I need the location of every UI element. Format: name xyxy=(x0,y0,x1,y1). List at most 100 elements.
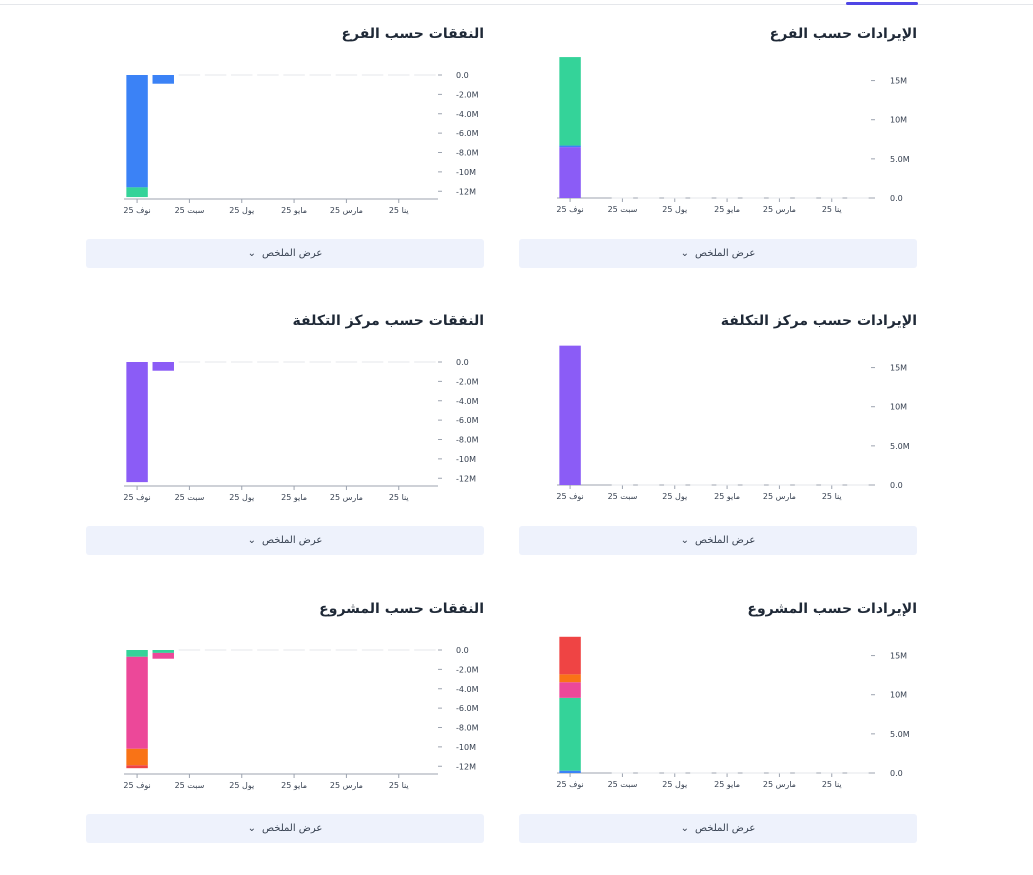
show-summary-button[interactable]: عرض الملخص ⌄ xyxy=(519,526,917,555)
y-tick-label: 15M xyxy=(890,652,907,661)
y-tick-label: -10M xyxy=(456,455,476,464)
panel-title: النفقات حسب الفرع xyxy=(341,26,484,42)
bar-empty xyxy=(794,484,817,486)
bar-empty xyxy=(361,361,384,363)
panel-title: النفقات حسب المشروع xyxy=(319,601,484,617)
panel-title: الإيرادات حسب المشروع xyxy=(747,601,917,617)
x-tick-label: مارس 25 xyxy=(330,206,363,215)
bar-empty xyxy=(768,772,791,774)
bar-segment[interactable] xyxy=(152,650,174,653)
bar-segment[interactable] xyxy=(126,362,148,483)
show-summary-button[interactable]: عرض الملخص ⌄ xyxy=(86,239,484,268)
bar-empty xyxy=(821,484,843,486)
bar-segment[interactable] xyxy=(126,187,148,198)
bar-segment[interactable] xyxy=(126,75,148,188)
chart-revenue-costcenter: 0.0 5.0M 10M 15M نوف 25 سبت 25 يول 25 مايو 25 ما… xyxy=(556,345,910,501)
bar-empty xyxy=(637,772,660,774)
y-tick-label: -2.0M xyxy=(456,665,479,674)
x-tick-label: سبت 25 xyxy=(175,781,205,790)
bar-segment[interactable] xyxy=(559,57,581,146)
bar-empty xyxy=(664,484,686,486)
x-tick-label: يول 25 xyxy=(662,780,687,789)
bar-segment[interactable] xyxy=(559,147,581,198)
bar-empty xyxy=(335,649,358,651)
x-tick-label: مارس 25 xyxy=(763,205,796,214)
chevron-down-icon: ⌄ xyxy=(680,248,689,259)
y-tick-label: -4.0M xyxy=(456,110,479,119)
x-tick-label: نوف 25 xyxy=(556,205,583,214)
bar-segment[interactable] xyxy=(559,145,581,148)
bar-empty xyxy=(611,772,634,774)
x-tick-label: سبت 25 xyxy=(608,205,638,214)
bar-segment[interactable] xyxy=(559,682,581,698)
show-summary-button[interactable]: عرض الملخص ⌄ xyxy=(86,814,484,843)
x-tick-label: سبت 25 xyxy=(175,206,205,215)
bar-empty xyxy=(414,649,436,651)
y-tick-label: -2.0M xyxy=(456,90,479,99)
bar-segment[interactable] xyxy=(126,650,148,657)
x-tick-label: ينا 25 xyxy=(822,780,842,789)
bar-segment[interactable] xyxy=(559,770,581,773)
show-summary-button[interactable]: عرض الملخص ⌄ xyxy=(519,814,917,843)
y-tick-label: 5.0M xyxy=(890,730,910,739)
bar-empty xyxy=(611,197,634,199)
bar-empty xyxy=(361,74,384,76)
bar-empty xyxy=(847,772,869,774)
bar-empty xyxy=(204,361,227,363)
bar-segment[interactable] xyxy=(152,652,174,659)
show-summary-button[interactable]: عرض الملخص ⌄ xyxy=(86,526,484,555)
y-tick-label: 10M xyxy=(890,116,907,125)
bar-segment[interactable] xyxy=(559,636,581,675)
y-tick-label: 5.0M xyxy=(890,155,910,164)
bar-segment[interactable] xyxy=(559,674,581,683)
bar-empty xyxy=(388,74,410,76)
chart-expenses-branch: 0.0 -2.0M -4.0M -6.0M -8.0M -10M -12M نوف 25 سبت… xyxy=(123,71,479,215)
bar-empty xyxy=(257,74,279,76)
bar-empty xyxy=(204,649,227,651)
chevron-down-icon: ⌄ xyxy=(247,248,256,259)
panel-expenses-project: النفقات حسب المشروع 0.0 -2.0M -4.0M -6.0M -8… xyxy=(86,601,484,871)
x-tick-label: يول 25 xyxy=(229,493,254,502)
y-tick-label: -6.0M xyxy=(456,416,479,425)
y-tick-label: 5.0M xyxy=(890,442,910,451)
x-tick-label: مايو 25 xyxy=(281,206,307,215)
bar-segment[interactable] xyxy=(559,697,581,771)
y-tick-label: -12M xyxy=(456,762,476,771)
panel-revenue-costcenter: الإيرادات حسب مركز التكلفة 0.0 5.0M 10M 15M… xyxy=(519,313,917,583)
y-tick-label: -6.0M xyxy=(456,704,479,713)
bar-empty xyxy=(716,484,738,486)
bar-segment[interactable] xyxy=(126,656,148,749)
chevron-down-icon: ⌄ xyxy=(680,535,689,546)
x-tick-label: مارس 25 xyxy=(330,493,363,502)
bar-empty xyxy=(231,649,253,651)
bar-segment[interactable] xyxy=(559,345,581,485)
summary-button-label: عرض الملخص xyxy=(695,823,756,834)
chevron-down-icon: ⌄ xyxy=(247,535,256,546)
panel-title: الإيرادات حسب الفرع xyxy=(769,26,917,42)
x-tick-label: مايو 25 xyxy=(714,780,740,789)
active-tab-indicator xyxy=(846,2,918,5)
bar-empty xyxy=(388,361,410,363)
x-tick-label: يول 25 xyxy=(229,781,254,790)
x-tick-label: نوف 25 xyxy=(123,493,150,502)
bar-segment[interactable] xyxy=(152,75,174,84)
bar-empty xyxy=(309,361,331,363)
y-tick-label: -4.0M xyxy=(456,397,479,406)
x-tick-label: نوف 25 xyxy=(123,206,150,215)
y-tick-label: 0.0 xyxy=(456,646,469,655)
x-tick-label: يول 25 xyxy=(662,492,687,501)
show-summary-button[interactable]: عرض الملخص ⌄ xyxy=(519,239,917,268)
bar-empty xyxy=(178,361,201,363)
x-tick-label: يول 25 xyxy=(229,206,254,215)
x-tick-label: سبت 25 xyxy=(608,780,638,789)
x-tick-label: مايو 25 xyxy=(714,492,740,501)
bar-segment[interactable] xyxy=(126,748,148,766)
y-tick-label: 10M xyxy=(890,691,907,700)
bar-segment[interactable] xyxy=(126,765,148,769)
chart-expenses-costcenter: 0.0 -2.0M -4.0M -6.0M -8.0M -10M -12M نوف 25 سبت… xyxy=(123,358,479,502)
chart-revenue-branch: 0.0 5.0M 10M 15M نوف 25 سبت 25 يول 25 مايو 25 ما… xyxy=(556,57,910,214)
bar-segment[interactable] xyxy=(152,362,174,371)
x-tick-label: ينا 25 xyxy=(822,205,842,214)
x-tick-label: سبت 25 xyxy=(608,492,638,501)
chart-expenses-project: 0.0 -2.0M -4.0M -6.0M -8.0M -10M -12M نوف 25 سبت… xyxy=(123,646,479,790)
